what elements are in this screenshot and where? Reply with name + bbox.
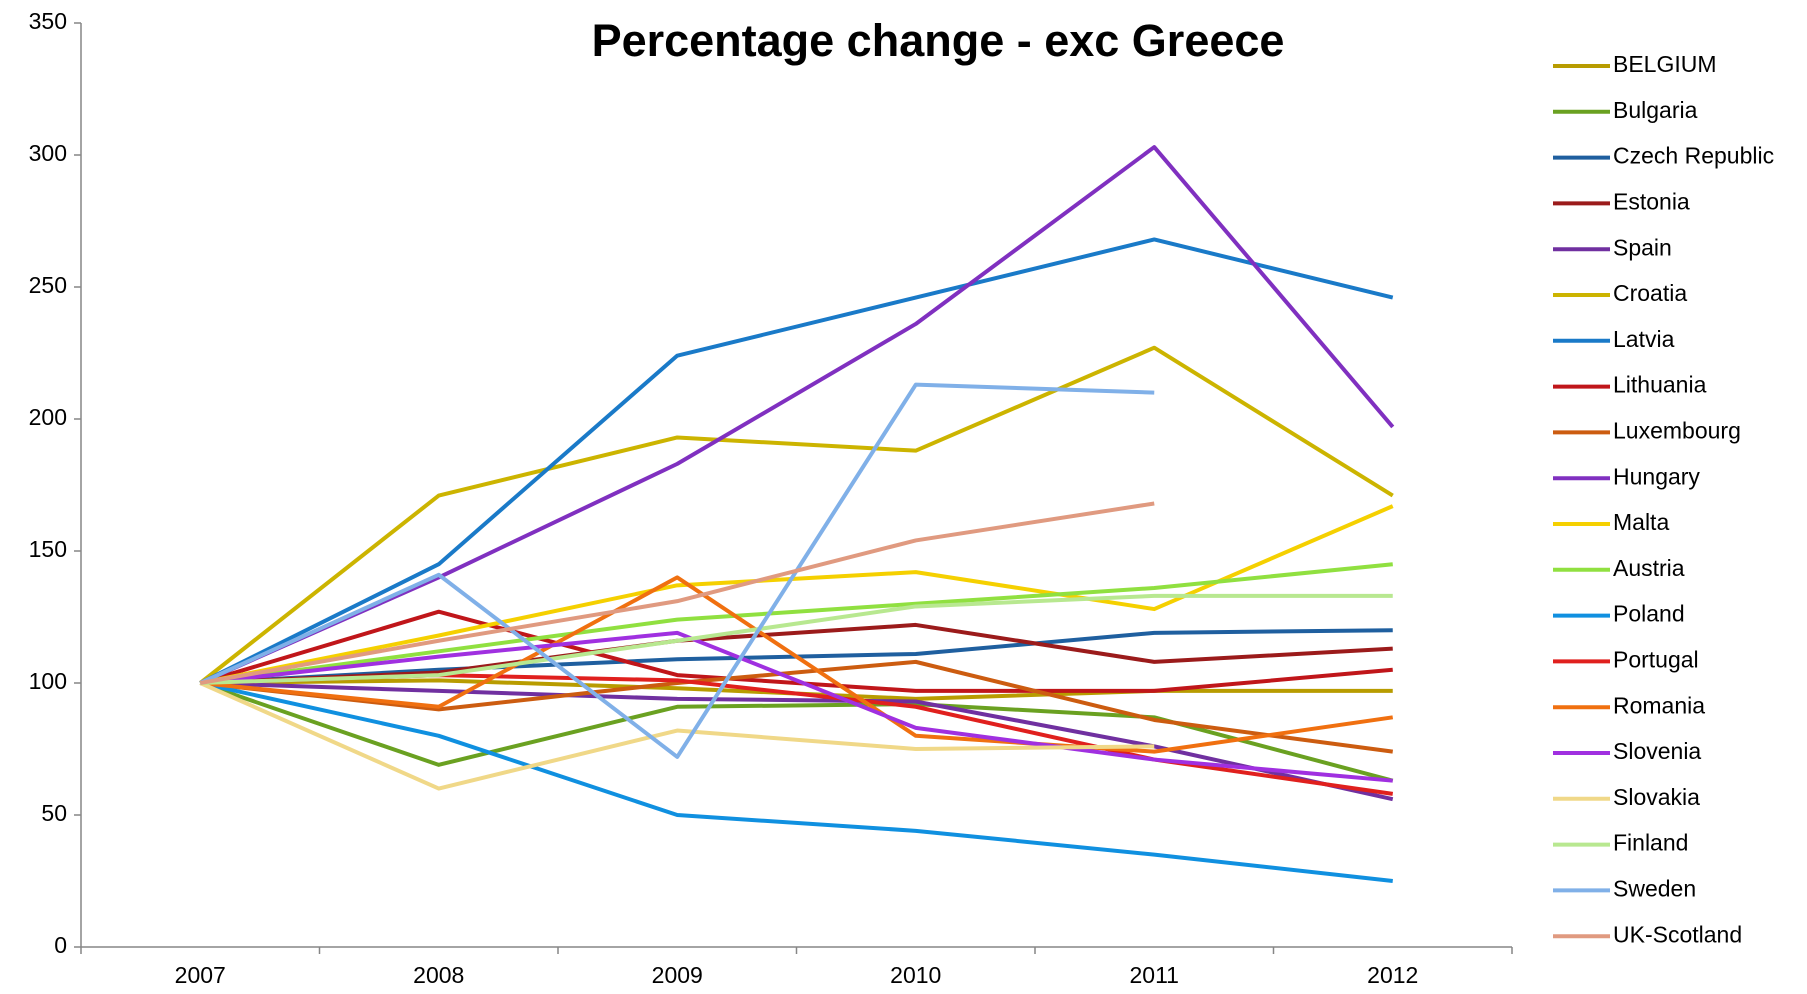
y-tick-label: 250 bbox=[29, 272, 67, 298]
legend-label: Estonia bbox=[1613, 188, 1690, 214]
x-tick-label: 2008 bbox=[413, 962, 464, 988]
legend-label: Lithuania bbox=[1613, 372, 1707, 398]
x-tick-label: 2010 bbox=[890, 962, 941, 988]
legend-label: Poland bbox=[1613, 601, 1685, 627]
legend-label: Finland bbox=[1613, 830, 1688, 856]
series-line bbox=[200, 630, 1393, 783]
legend-label: UK-Scotland bbox=[1613, 921, 1742, 947]
series-line bbox=[199, 345, 1394, 685]
series-line bbox=[199, 609, 1393, 693]
series-line bbox=[199, 681, 1393, 883]
legend-label: Latvia bbox=[1613, 326, 1675, 352]
series-line bbox=[200, 622, 1393, 685]
y-tick-label: 300 bbox=[29, 140, 67, 166]
y-tick-label: 350 bbox=[29, 8, 67, 34]
series-line bbox=[200, 575, 1394, 754]
chart-title: Percentage change - exc Greece bbox=[592, 15, 1285, 66]
x-tick-label: 2007 bbox=[175, 962, 226, 988]
legend-label: Luxembourg bbox=[1613, 417, 1741, 443]
legend-label: Spain bbox=[1613, 234, 1672, 260]
legend-label: Romania bbox=[1613, 692, 1705, 718]
series-line bbox=[200, 659, 1394, 754]
x-tick-label: 2011 bbox=[1130, 962, 1179, 988]
series-line bbox=[199, 681, 1394, 783]
legend-label: Portugal bbox=[1613, 646, 1699, 672]
series-line bbox=[199, 681, 1155, 791]
series-line bbox=[199, 237, 1394, 685]
legend-label: Czech Republic bbox=[1613, 143, 1774, 169]
legend-label: BELGIUM bbox=[1613, 51, 1717, 77]
series-line bbox=[199, 382, 1155, 759]
series-line bbox=[199, 562, 1393, 685]
legend-label: Slovakia bbox=[1613, 784, 1700, 810]
series-line bbox=[200, 593, 1393, 685]
y-tick-label: 100 bbox=[29, 668, 67, 694]
x-tick-label: 2012 bbox=[1367, 962, 1418, 988]
y-tick-label: 200 bbox=[29, 404, 67, 430]
legend-label: Bulgaria bbox=[1613, 97, 1698, 123]
series-line bbox=[199, 501, 1155, 685]
legend-label: Hungary bbox=[1613, 463, 1700, 489]
y-tick-label: 0 bbox=[54, 932, 67, 958]
legend-label: Slovenia bbox=[1613, 738, 1701, 764]
y-tick-label: 150 bbox=[29, 536, 67, 562]
series-line bbox=[200, 681, 1394, 802]
series-line bbox=[199, 145, 1395, 685]
y-tick-label: 50 bbox=[41, 800, 67, 826]
legend-label: Malta bbox=[1613, 509, 1669, 535]
legend-label: Austria bbox=[1613, 555, 1685, 581]
x-tick-label: 2009 bbox=[652, 962, 703, 988]
legend-label: Sweden bbox=[1613, 875, 1696, 901]
series-line bbox=[199, 504, 1394, 685]
legend-label: Croatia bbox=[1613, 280, 1687, 306]
